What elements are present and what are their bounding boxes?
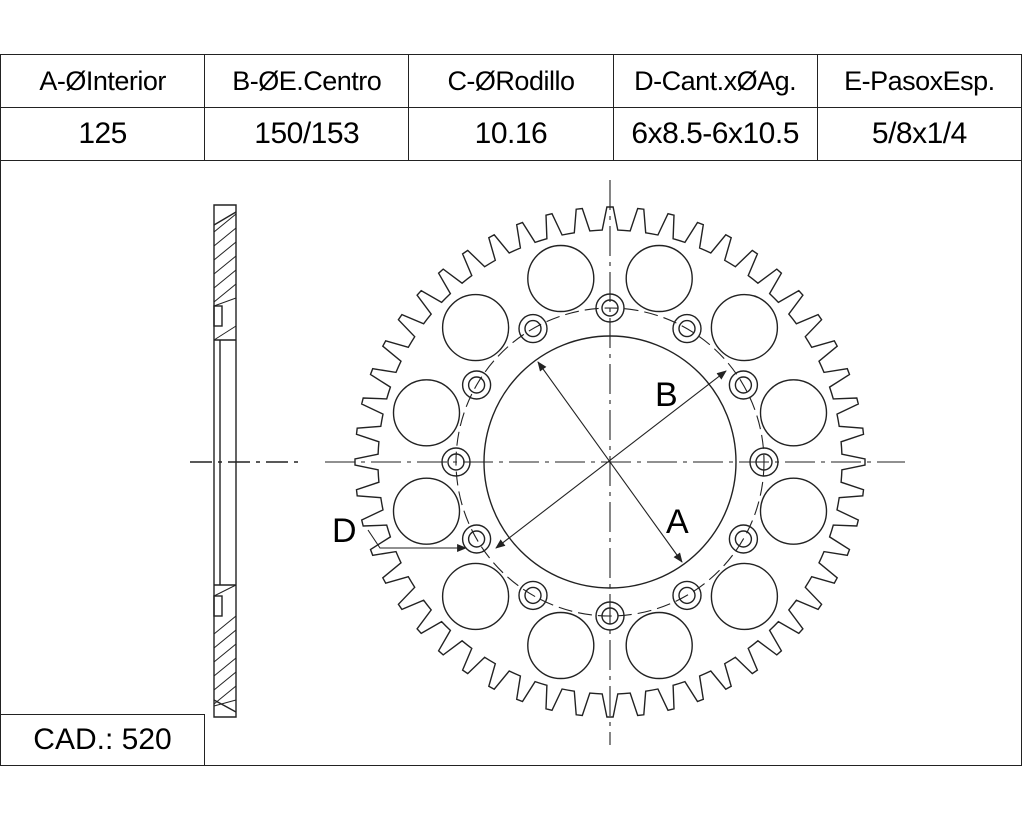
hatch-line bbox=[213, 643, 237, 663]
hatch-line bbox=[213, 297, 237, 307]
bolt-hole-inner bbox=[678, 586, 696, 605]
hatch-line bbox=[213, 283, 237, 303]
lightening-holes-group bbox=[392, 244, 828, 680]
value-interior-diameter: 125 bbox=[0, 107, 206, 161]
header-roller-diameter: C-ØRodillo bbox=[408, 54, 614, 108]
hatch-line bbox=[213, 269, 237, 289]
side-bolt-hole-top bbox=[213, 305, 223, 327]
value-holes-count: 6x8.5-6x10.5 bbox=[612, 107, 818, 161]
bolt-holes-group bbox=[441, 293, 779, 631]
dimension-b-label: B bbox=[655, 376, 678, 414]
sprocket-front-view bbox=[325, 180, 905, 745]
bolt-hole-outer bbox=[672, 580, 702, 611]
bolt-hole-inner bbox=[467, 376, 486, 394]
bolt-hole-outer bbox=[672, 313, 702, 344]
header-holes-count: D-Cant.xØAg. bbox=[612, 54, 818, 108]
lightening-hole bbox=[441, 562, 510, 631]
lightening-hole bbox=[759, 477, 828, 545]
bolt-hole-outer bbox=[461, 370, 492, 400]
side-bolt-hole-bottom bbox=[213, 595, 223, 617]
bolt-hole-inner bbox=[734, 376, 753, 394]
dimension-d-label: D bbox=[332, 512, 357, 550]
cad-label: CAD.: 520 bbox=[0, 714, 205, 766]
lightening-hole bbox=[527, 611, 595, 680]
bolt-hole-outer bbox=[518, 313, 548, 344]
hatch-line bbox=[213, 241, 237, 261]
side-tooth-chamfer-bottom bbox=[213, 699, 237, 713]
lightening-hole bbox=[625, 244, 693, 313]
hatch-line bbox=[213, 685, 237, 705]
bolt-hole-inner bbox=[467, 530, 486, 548]
side-section-hatching bbox=[213, 213, 237, 707]
spec-table: A-ØInterior B-ØE.Centro C-ØRodillo D-Can… bbox=[0, 54, 1023, 161]
dimension-a-line bbox=[537, 361, 683, 563]
hatch-line bbox=[213, 255, 237, 275]
value-pitch-thickness: 5/8x1/4 bbox=[816, 107, 1023, 161]
hatch-line bbox=[213, 213, 237, 233]
bolt-hole-outer bbox=[728, 524, 759, 554]
lightening-hole bbox=[441, 293, 510, 362]
side-tooth-chamfer-top bbox=[213, 211, 237, 226]
lightening-hole bbox=[759, 379, 828, 447]
spec-header-row: A-ØInterior B-ØE.Centro C-ØRodillo D-Can… bbox=[0, 54, 1023, 108]
header-interior-diameter: A-ØInterior bbox=[0, 54, 206, 108]
sprocket-side-view bbox=[190, 204, 300, 718]
bolt-hole-inner bbox=[678, 319, 696, 338]
lightening-hole bbox=[710, 293, 779, 362]
hatch-line bbox=[213, 699, 237, 707]
lightening-hole bbox=[625, 611, 693, 680]
header-bolt-circle: B-ØE.Centro bbox=[204, 54, 410, 108]
bolt-hole-outer bbox=[518, 580, 548, 611]
value-bolt-circle: 150/153 bbox=[204, 107, 410, 161]
hatch-line bbox=[213, 615, 237, 635]
side-profile-outline bbox=[213, 204, 237, 718]
lightening-hole bbox=[710, 562, 779, 631]
dimension-a-label: A bbox=[666, 503, 689, 541]
bolt-hole-inner bbox=[524, 319, 542, 338]
hatch-line bbox=[213, 629, 237, 649]
hatch-line bbox=[213, 671, 237, 691]
bolt-hole-outer bbox=[461, 524, 492, 554]
header-pitch-thickness: E-PasoxEsp. bbox=[816, 54, 1023, 108]
bolt-hole-outer bbox=[728, 370, 759, 400]
bolt-hole-inner bbox=[734, 530, 753, 548]
dimension-b-line bbox=[495, 370, 727, 549]
hatch-line bbox=[213, 584, 237, 597]
hatch-line bbox=[213, 325, 237, 341]
lightening-hole bbox=[527, 244, 595, 313]
dimension-d-leader bbox=[367, 529, 467, 552]
bolt-hole-inner bbox=[524, 586, 542, 605]
hatch-line bbox=[213, 227, 237, 247]
lightening-hole bbox=[392, 477, 461, 545]
lightening-hole bbox=[392, 379, 461, 447]
spec-value-row: 125 150/153 10.16 6x8.5-6x10.5 5/8x1/4 bbox=[0, 107, 1023, 161]
hatch-line bbox=[213, 657, 237, 677]
value-roller-diameter: 10.16 bbox=[408, 107, 614, 161]
sprocket-teeth-outline bbox=[354, 206, 866, 718]
